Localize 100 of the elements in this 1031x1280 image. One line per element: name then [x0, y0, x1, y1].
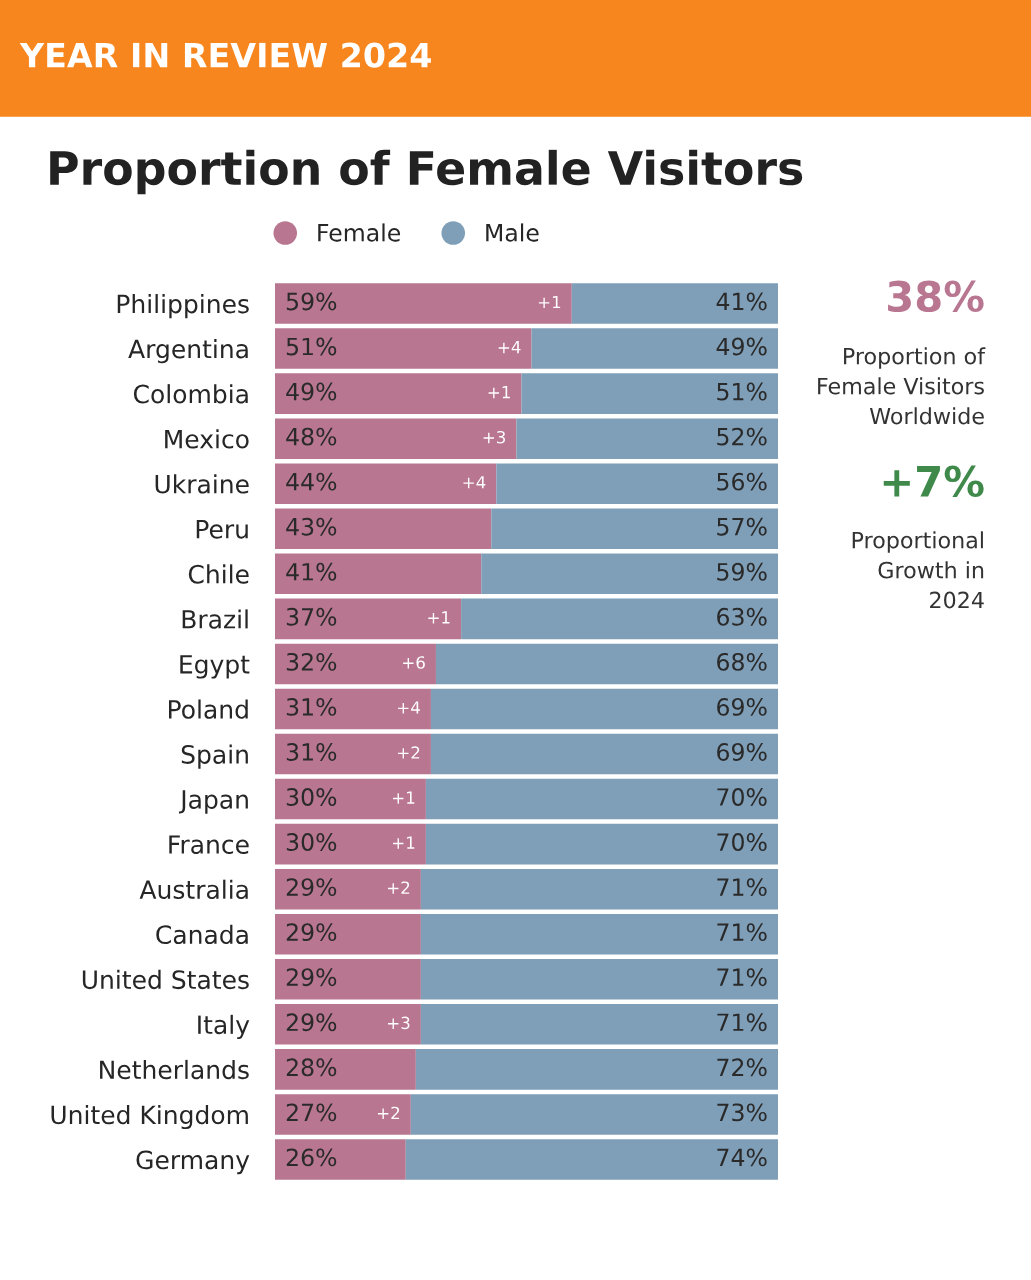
bar	[275, 508, 492, 550]
data-label: 69%	[717, 743, 767, 761]
bar	[275, 823, 426, 865]
data-label: 49%	[716, 337, 767, 356]
chart-title: Proportion of Female Visitors	[50, 149, 803, 195]
y-tick-label: Colombia	[133, 384, 248, 404]
annotation: +1	[538, 295, 561, 309]
data-label: 71%	[717, 923, 767, 942]
data-label: 29%	[286, 1013, 337, 1032]
y-tick-label: Canada	[156, 924, 248, 945]
annotation: +2	[388, 881, 410, 894]
bar	[275, 688, 431, 730]
data-label: 37%	[286, 607, 337, 626]
annotation: +4	[463, 476, 486, 489]
data-label: 44%	[286, 472, 337, 491]
y-tick-label: Japan	[178, 790, 248, 814]
legend-label: Female	[318, 223, 401, 242]
annotation: +1	[428, 611, 450, 624]
bar	[275, 598, 462, 640]
bar	[531, 328, 778, 369]
data-label: 51%	[286, 337, 337, 356]
bar	[275, 868, 421, 910]
data-label: 68%	[717, 652, 767, 671]
annotation: +2	[377, 1106, 400, 1120]
annotation: +3	[483, 430, 506, 444]
bar	[430, 733, 778, 775]
y-tick-label: Chile	[188, 564, 249, 584]
bar	[275, 373, 522, 414]
y-tick-label: Ukraine	[155, 474, 249, 494]
bar	[275, 733, 431, 775]
bar	[275, 418, 517, 459]
annotation: +6	[403, 656, 425, 669]
data-label: 56%	[717, 472, 767, 491]
y-tick-label: Mexico	[165, 429, 249, 449]
data-label: 51%	[717, 382, 767, 401]
bar	[481, 553, 778, 595]
data-label: 41%	[286, 562, 337, 581]
annotation: +1	[393, 836, 415, 849]
data-label: 41%	[716, 292, 767, 311]
bar	[415, 1049, 778, 1090]
annotation: +3	[388, 1016, 410, 1030]
y-tick-label: France	[169, 835, 249, 854]
bar	[275, 1139, 406, 1180]
y-tick-label: United Kingdom	[51, 1104, 248, 1130]
data-label: 59%	[717, 562, 767, 581]
bar	[435, 643, 778, 685]
bar	[420, 1004, 778, 1045]
bar	[410, 1094, 778, 1135]
bar	[275, 778, 426, 820]
data-label: 71%	[717, 968, 767, 987]
y-tick-label: Poland	[169, 699, 248, 719]
data-label: 57%	[717, 517, 767, 536]
y-tick-label: Argentina	[128, 339, 248, 364]
text: YEAR IN REVIEW 2024	[19, 42, 431, 68]
bar	[275, 283, 572, 324]
data-label: 30%	[286, 788, 337, 806]
data-label: 49%	[286, 382, 337, 401]
bar	[420, 868, 778, 910]
bar	[275, 643, 436, 685]
bar	[521, 373, 778, 414]
data-label: 59%	[286, 292, 337, 311]
data-label: 31%	[286, 743, 337, 761]
y-tick-label: Brazil	[182, 609, 248, 629]
data-label: 29%	[286, 923, 337, 942]
bar	[425, 823, 778, 865]
bar	[275, 1004, 421, 1045]
annotation: +4	[398, 701, 420, 714]
data-label: 71%	[717, 1013, 767, 1032]
data-label: 71%	[717, 878, 767, 897]
y-tick-label: Germany	[136, 1150, 250, 1175]
data-label: 27%	[286, 1103, 337, 1122]
bar	[496, 463, 778, 504]
bar	[425, 778, 778, 820]
y-tick-label: Netherlands	[100, 1059, 249, 1080]
text: Worldwide	[869, 407, 984, 425]
data-label: 29%	[286, 878, 337, 897]
data-label: 73%	[717, 1103, 767, 1122]
bar	[420, 913, 778, 955]
y-tick-label: Australia	[139, 879, 248, 900]
data-label: 72%	[717, 1058, 767, 1077]
data-label: 31%	[286, 697, 337, 716]
data-label: 74%	[717, 1148, 767, 1167]
data-label: 29%	[286, 968, 337, 987]
annotation: +4	[498, 341, 521, 354]
text: +7%	[883, 465, 984, 498]
bar	[491, 508, 778, 550]
bar	[275, 463, 497, 504]
data-label: 70%	[717, 788, 767, 806]
data-label: 28%	[286, 1058, 337, 1077]
annotation: +2	[398, 746, 420, 759]
bar	[571, 283, 778, 324]
data-label: 70%	[717, 833, 767, 851]
y-tick-label: United States	[82, 969, 249, 990]
legend-label: Male	[486, 223, 539, 242]
data-label: 30%	[286, 833, 337, 851]
data-label: 43%	[286, 517, 337, 536]
bar	[275, 959, 421, 1000]
data-label: 69%	[717, 697, 767, 716]
data-label: 48%	[286, 427, 337, 446]
bar	[461, 598, 778, 640]
